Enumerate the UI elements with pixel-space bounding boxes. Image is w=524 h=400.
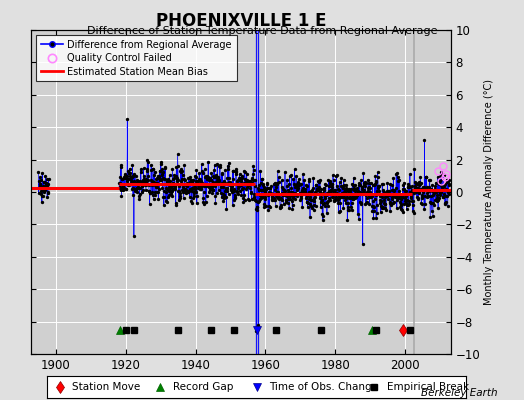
Text: Station Move: Station Move [72, 382, 140, 392]
Text: Record Gap: Record Gap [173, 382, 233, 392]
Y-axis label: Monthly Temperature Anomaly Difference (°C): Monthly Temperature Anomaly Difference (… [484, 79, 495, 305]
Text: Berkeley Earth: Berkeley Earth [421, 388, 498, 398]
Title: PHOENIXVILLE 1 E: PHOENIXVILLE 1 E [156, 12, 326, 30]
Text: Difference of Station Temperature Data from Regional Average: Difference of Station Temperature Data f… [87, 26, 437, 36]
Legend: Difference from Regional Average, Quality Control Failed, Estimated Station Mean: Difference from Regional Average, Qualit… [36, 35, 237, 81]
Text: Time of Obs. Change: Time of Obs. Change [269, 382, 378, 392]
Text: Empirical Break: Empirical Break [387, 382, 469, 392]
